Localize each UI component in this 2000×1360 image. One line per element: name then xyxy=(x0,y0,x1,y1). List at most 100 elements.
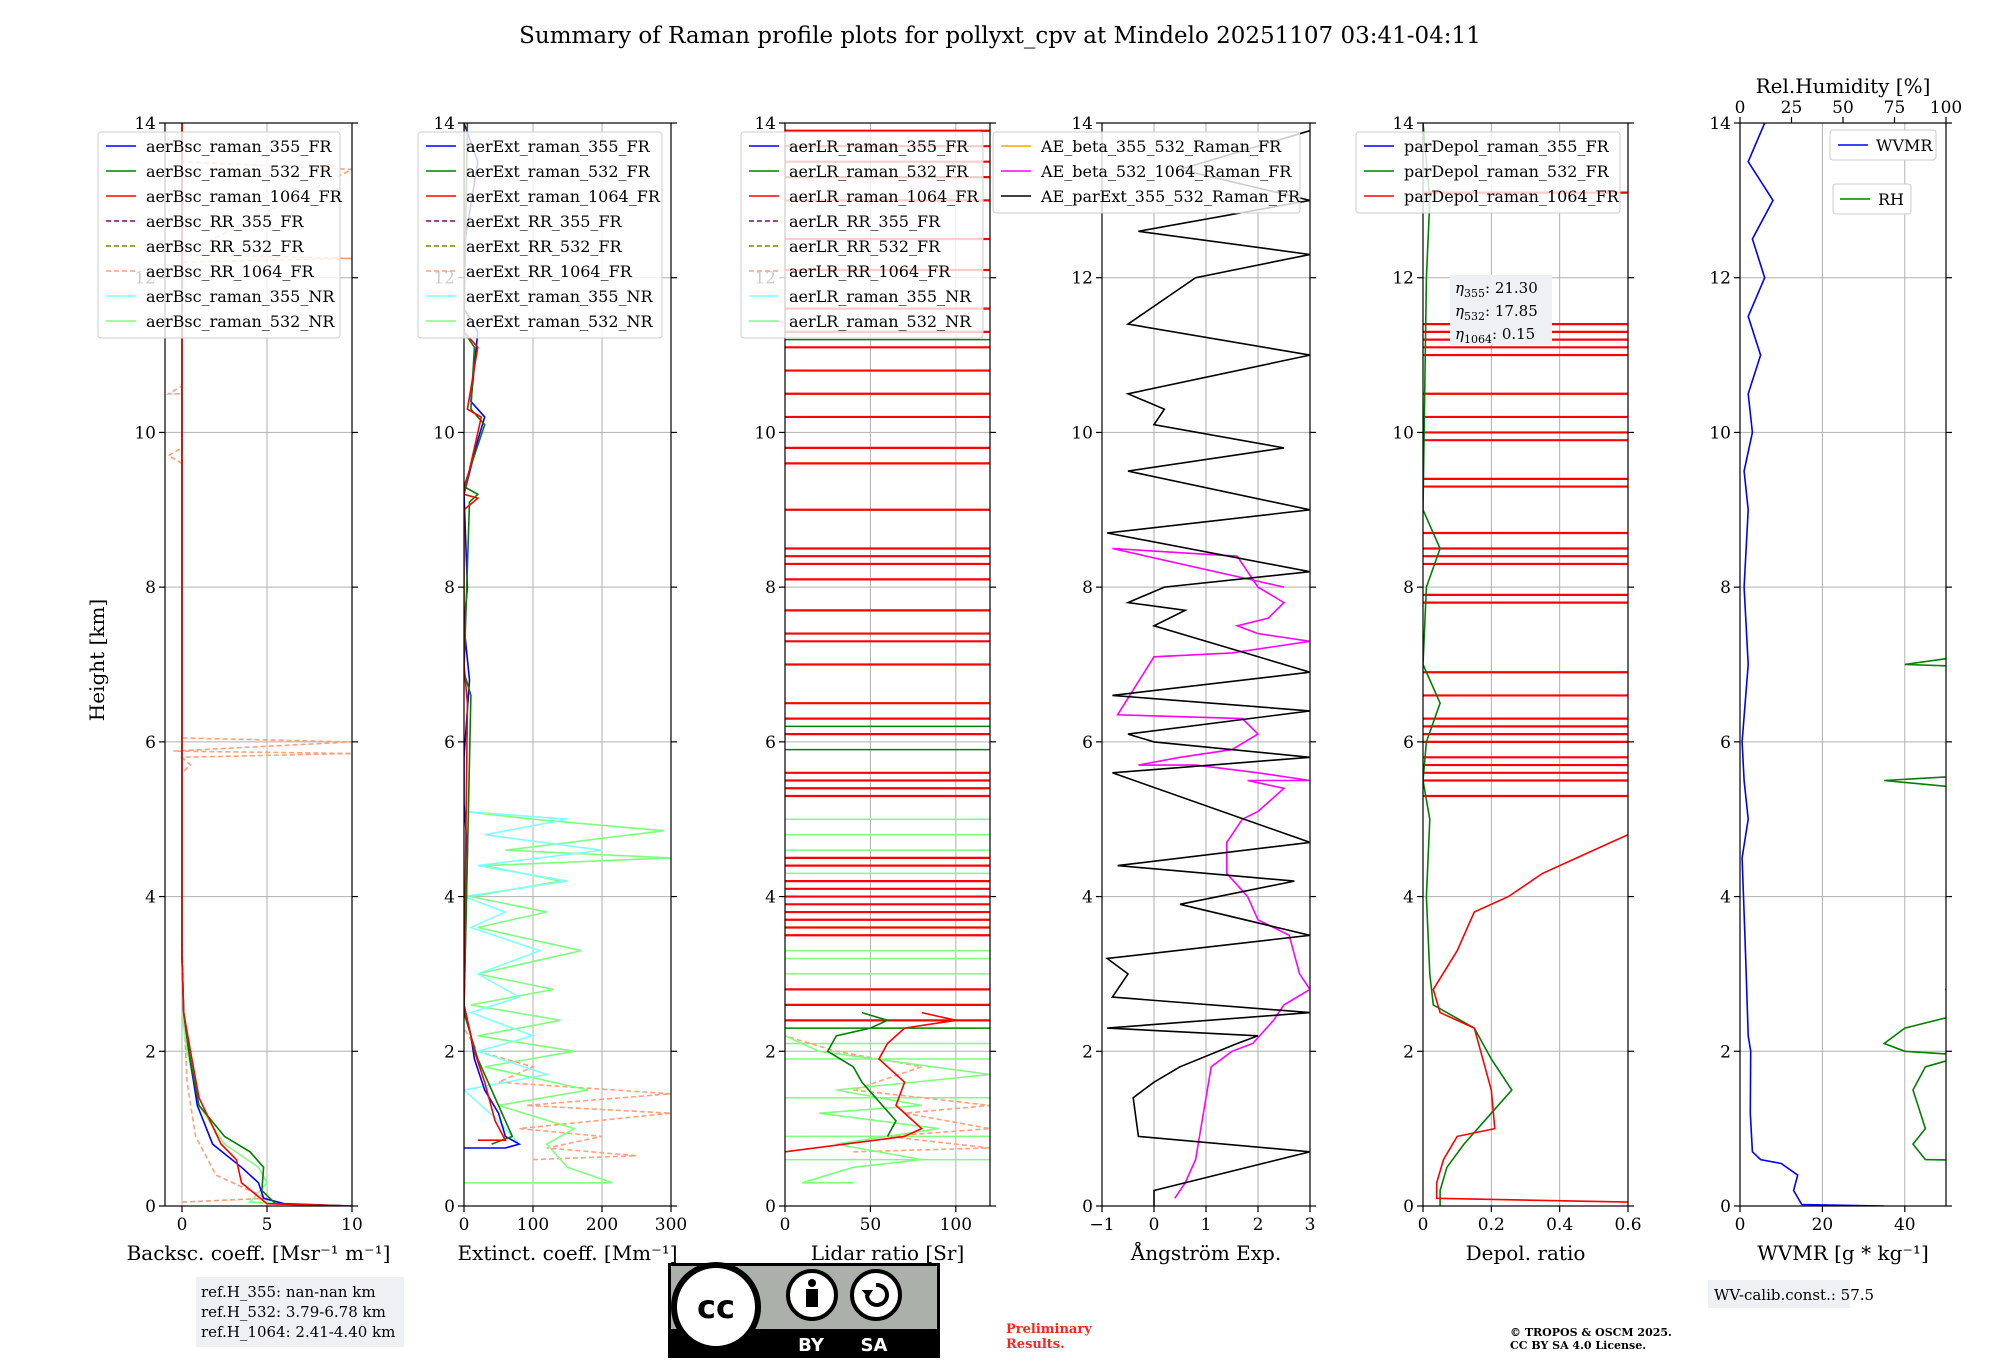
y-tick-label: 14 xyxy=(1392,114,1414,134)
top-tick-label: 75 xyxy=(1884,98,1906,118)
legend-entry: RH xyxy=(1878,190,1904,209)
legend-box xyxy=(992,131,1301,214)
cc-logo-icon xyxy=(671,1262,761,1352)
legend-entry: aerExt_raman_355_NR xyxy=(466,287,654,306)
legend-box xyxy=(1355,131,1621,214)
x-axis-label: WVMR [g * kg⁻¹] xyxy=(1757,1241,1929,1265)
legend-entry: aerBsc_raman_532_FR xyxy=(146,162,332,181)
ref-height-box xyxy=(196,1277,404,1347)
top-tick-label: 0 xyxy=(1735,98,1746,118)
x-tick-label: 50 xyxy=(860,1215,882,1235)
y-tick-label: 2 xyxy=(765,1042,776,1062)
y-tick-label: 8 xyxy=(1403,578,1414,598)
series-aerLR_RR_1064_FR xyxy=(785,1035,990,1153)
y-tick-label: 6 xyxy=(1082,733,1093,753)
legend-entry: aerExt_RR_1064_FR xyxy=(466,262,633,281)
legend-box xyxy=(1829,129,1937,161)
eta-355: η355: 21.30 xyxy=(1455,279,1538,300)
y-tick-label: 12 xyxy=(1392,269,1414,289)
x-tick-label: 0.4 xyxy=(1546,1215,1573,1235)
series-WVMR xyxy=(1741,123,1885,1206)
x-tick-label: 5 xyxy=(262,1215,273,1235)
y-tick-label: 4 xyxy=(765,888,776,908)
y-tick-label: 6 xyxy=(1720,733,1731,753)
panel-5: 0 2 4 6 8 10 12 14 0 0.2 0.4 0.6 Depol. ratio parDepo… xyxy=(1355,114,1642,1265)
x-tick-label: −1 xyxy=(1089,1215,1114,1235)
y-tick-label: 10 xyxy=(1392,423,1414,443)
y-tick-label: 14 xyxy=(754,114,776,134)
x-tick-label: 20 xyxy=(1812,1215,1834,1235)
legend-entry: aerBsc_raman_355_FR xyxy=(146,137,332,156)
legend-entry: aerBsc_RR_532_FR xyxy=(146,237,304,256)
y-tick-label: 0 xyxy=(765,1197,776,1217)
wv-calib-const: WV-calib.const.: 57.5 xyxy=(1714,1286,1874,1304)
x-axis-label: Ångström Exp. xyxy=(1130,1240,1281,1265)
figure-title: Summary of Raman profile plots for polly… xyxy=(519,23,1481,49)
preliminary-line2: Results. xyxy=(1006,1337,1065,1352)
y-tick-label: 12 xyxy=(1709,269,1731,289)
top-tick-label: 100 xyxy=(1930,98,1962,118)
y-tick-label: 0 xyxy=(145,1197,156,1217)
top-tick-label: 50 xyxy=(1832,98,1854,118)
series-aerExt_raman_355_NR xyxy=(464,810,603,1145)
y-tick-label: 2 xyxy=(145,1042,156,1062)
y-axis-label: Height [km] xyxy=(85,599,109,721)
legend: AE_beta_355_532_Raman_FR AE_beta_532_1064… xyxy=(992,131,1301,214)
legend-entry: WVMR xyxy=(1876,136,1933,155)
x-tick-label: 0.2 xyxy=(1478,1215,1505,1235)
y-tick-label: 10 xyxy=(1709,423,1731,443)
legend-entry: aerLR_raman_1064_FR xyxy=(789,187,979,206)
y-tick-label: 8 xyxy=(765,578,776,598)
legend-box xyxy=(740,131,984,339)
x-tick-label: 3 xyxy=(1305,1215,1316,1235)
series-parDepol_raman_532_FR xyxy=(1423,123,1513,1206)
series-aerLR_raman_1064_FR xyxy=(785,1011,956,1153)
y-tick-label: 6 xyxy=(1403,733,1414,753)
y-tick-label: 8 xyxy=(444,578,455,598)
x-tick-label: 200 xyxy=(586,1215,618,1235)
ref-h-355: ref.H_355: nan-nan km xyxy=(201,1283,376,1301)
copyright-line1: © TROPOS & OSCM 2025. xyxy=(1510,1326,1672,1339)
x-tick-label: 0 xyxy=(459,1215,470,1235)
y-tick-label: 4 xyxy=(1403,888,1414,908)
eta-1064: η1064: 0.15 xyxy=(1455,325,1535,346)
y-tick-label: 6 xyxy=(444,733,455,753)
y-tick-label: 2 xyxy=(1720,1042,1731,1062)
legend-entry: aerLR_RR_1064_FR xyxy=(789,262,951,281)
y-tick-label: 0 xyxy=(444,1197,455,1217)
x-tick-label: 0 xyxy=(1735,1215,1746,1235)
legend-entry: aerLR_RR_355_FR xyxy=(789,212,941,231)
axes-frame xyxy=(164,122,353,1207)
rh-axis-label: Rel.Humidity [%] xyxy=(1756,74,1931,98)
legend-entry: aerLR_raman_355_NR xyxy=(789,287,972,306)
panel-3: 02468101214050100Lidar ratio [Sr]aerLR_r… xyxy=(740,114,996,1265)
y-tick-label: 8 xyxy=(1082,578,1093,598)
y-tick-label: 8 xyxy=(145,578,156,598)
y-tick-label: 0 xyxy=(1082,1197,1093,1217)
series-aerLR_raman_532_NR xyxy=(785,1035,990,1184)
y-tick-label: 10 xyxy=(754,423,776,443)
x-axis-label: Extinct. coeff. [Mm⁻¹] xyxy=(457,1241,677,1265)
x-tick-label: 0 xyxy=(780,1215,791,1235)
series-aerExt_raman_532_FR xyxy=(464,123,514,1145)
y-tick-label: 4 xyxy=(145,888,156,908)
legend-entry: AE_beta_355_532_Raman_FR xyxy=(1040,137,1282,156)
legend: parDepol_raman_355_FR parDepol_raman_532_… xyxy=(1355,131,1621,214)
legend-wvmr: WVMR xyxy=(1829,129,1937,161)
cc-license-badge: cc BY SA xyxy=(668,1262,940,1358)
y-tick-label: 10 xyxy=(134,423,156,443)
by-label: BY xyxy=(798,1335,825,1356)
series-AE_parExt_355_532_Raman_FR xyxy=(1105,129,1310,1206)
legend-entry: AE_beta_532_1064_Raman_FR xyxy=(1040,162,1292,181)
series-RH xyxy=(1882,617,1946,1161)
ref-h-532: ref.H_532: 3.79-6.78 km xyxy=(201,1303,386,1321)
ref-h-1064: ref.H_1064: 2.41-4.40 km xyxy=(201,1323,395,1341)
series-aerExt_raman_532_NR xyxy=(464,810,671,1184)
legend-entry: aerExt_raman_355_FR xyxy=(466,137,651,156)
x-tick-label: 300 xyxy=(655,1215,687,1235)
legend-rh: RH xyxy=(1832,183,1912,215)
y-tick-label: 2 xyxy=(1403,1042,1414,1062)
x-tick-label: 0 xyxy=(1418,1215,1429,1235)
